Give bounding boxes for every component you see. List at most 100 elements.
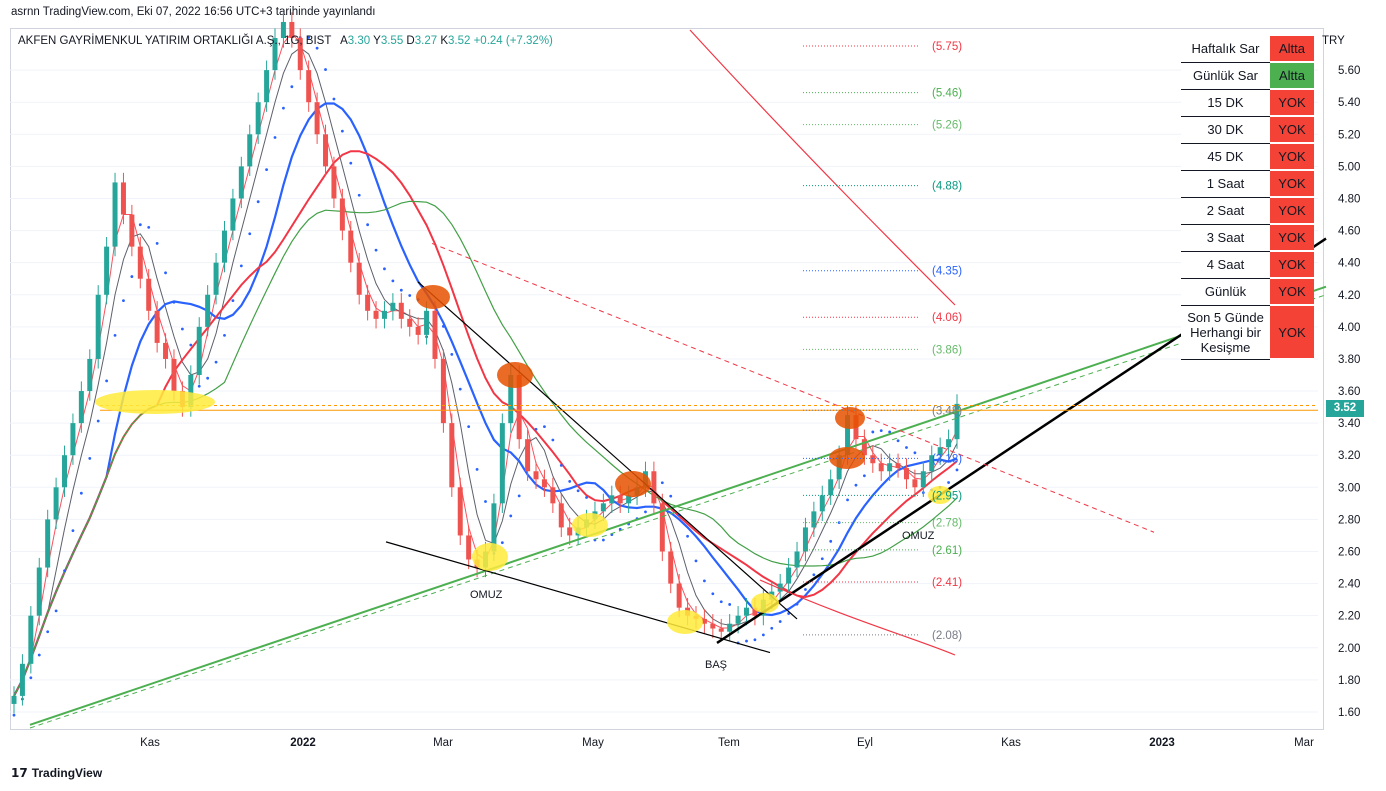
signal-table: Haftalık Sar Altta Günlük Sar Altta 15 DK YOK… — [1181, 36, 1314, 360]
x-tick-label: Kas — [1001, 737, 1021, 749]
time-axis[interactable]: Kas 2022 Mar May Tem Eyl Kas 2023 Mar — [140, 737, 1314, 749]
signal-label: 2 Saat — [1181, 197, 1270, 225]
highlight-yellow — [751, 593, 779, 613]
candle-body — [373, 310, 379, 319]
y-tick-label: 4.60 — [1338, 226, 1360, 238]
candle-body — [786, 567, 792, 584]
x-tick-label: Eyl — [857, 737, 873, 749]
sar-dot — [147, 225, 151, 229]
sar-dot — [804, 588, 807, 591]
candle-body — [567, 527, 573, 536]
signal-value: YOK — [1270, 116, 1314, 144]
candle-body — [541, 479, 547, 488]
candle-body — [895, 463, 901, 469]
candle-body — [424, 310, 430, 335]
fib-label: (4.06) — [932, 312, 962, 324]
sar-dot — [315, 46, 319, 50]
signal-label: 15 DK — [1181, 89, 1270, 117]
sar-dot — [155, 242, 159, 245]
chart-frame[interactable] — [10, 28, 1324, 730]
highlight-orange — [835, 407, 865, 429]
sar-dot — [239, 264, 243, 268]
candle-body — [744, 607, 750, 616]
sar-dot — [79, 491, 83, 495]
fib-label: (2.08) — [932, 630, 962, 642]
signal-value: YOK — [1270, 251, 1314, 279]
candle-body — [62, 455, 68, 488]
fib-label: (2.95) — [932, 490, 962, 502]
signal-value: Altta — [1270, 62, 1314, 90]
low-label: D — [406, 35, 415, 47]
sar-dot — [534, 427, 538, 431]
candle-body — [331, 166, 337, 199]
y-tick-label: 2.80 — [1338, 514, 1360, 526]
candle-body — [718, 628, 724, 632]
signal-label: 45 DK — [1181, 143, 1270, 171]
sar-dot — [854, 483, 858, 487]
trend-drawings — [29, 29, 1327, 729]
fib-label: (3.86) — [932, 344, 962, 356]
signal-label: 30 DK — [1181, 116, 1270, 144]
candle-body — [440, 358, 446, 424]
ma-blue — [13, 102, 958, 697]
candle-body — [508, 374, 514, 424]
sar-dot — [450, 352, 454, 356]
price-axis[interactable]: 1.60 1.80 2.00 2.20 2.40 2.60 2.80 3.00 3.20 3.40… — [1338, 65, 1360, 719]
candle-body — [11, 695, 17, 704]
currency-label: TRY — [1322, 35, 1345, 47]
sar-dot — [290, 85, 294, 89]
sar-dot — [223, 334, 226, 337]
annotation-head: BAŞ — [705, 659, 727, 671]
sar-dot — [585, 496, 588, 499]
candle-body — [163, 342, 169, 359]
sar-dot — [180, 327, 184, 331]
sar-dot — [248, 232, 252, 236]
sar-dot — [475, 467, 479, 471]
fib-label: (4.35) — [932, 266, 962, 278]
sar-dot — [265, 168, 268, 172]
sar-dot — [753, 638, 757, 642]
fib-label: (2.41) — [932, 577, 962, 589]
sar-dot — [307, 36, 311, 39]
lower-red-curve — [759, 579, 956, 656]
parabolic-sar — [12, 36, 959, 717]
signal-label: 1 Saat — [1181, 170, 1270, 198]
sar-dot — [122, 299, 125, 303]
candle-body — [626, 495, 632, 504]
signal-row: Günlük Sar Altta — [1181, 62, 1314, 90]
y-tick-label: 4.20 — [1338, 290, 1360, 302]
y-tick-label: 4.40 — [1338, 258, 1360, 270]
signal-row: 30 DK YOK — [1181, 116, 1314, 144]
tradingview-logo[interactable]: 𝟭𝟳 TradingView — [11, 766, 102, 780]
candle-body — [651, 471, 657, 504]
candle-body — [533, 471, 539, 480]
candle-body — [432, 310, 438, 359]
sar-dot — [366, 223, 370, 227]
sar-dot — [357, 193, 361, 197]
highlight-orange — [615, 471, 651, 497]
candle-body — [154, 310, 160, 343]
annotation-left-shoulder: OMUZ — [470, 589, 503, 601]
sar-dot — [820, 557, 824, 561]
sar-dot — [37, 653, 41, 657]
signal-value: YOK — [1270, 89, 1314, 117]
high-label: Y — [373, 35, 381, 47]
signal-value: YOK — [1270, 224, 1314, 252]
candle-body — [954, 403, 960, 440]
sar-dot — [517, 494, 521, 498]
candle-body — [861, 439, 867, 456]
candle-body — [53, 487, 59, 520]
candle-body — [137, 246, 143, 279]
fib-label: (2.78) — [932, 518, 962, 530]
y-tick-label: 4.80 — [1338, 193, 1360, 205]
candlesticks — [11, 12, 960, 714]
y-tick-label: 2.00 — [1338, 643, 1360, 655]
sar-dot — [551, 438, 555, 442]
candle-body — [348, 230, 354, 263]
candle-body — [466, 535, 472, 560]
sar-dot — [669, 494, 673, 498]
signal-value: YOK — [1270, 305, 1314, 360]
candle-body — [802, 527, 808, 552]
signal-label: 4 Saat — [1181, 251, 1270, 279]
